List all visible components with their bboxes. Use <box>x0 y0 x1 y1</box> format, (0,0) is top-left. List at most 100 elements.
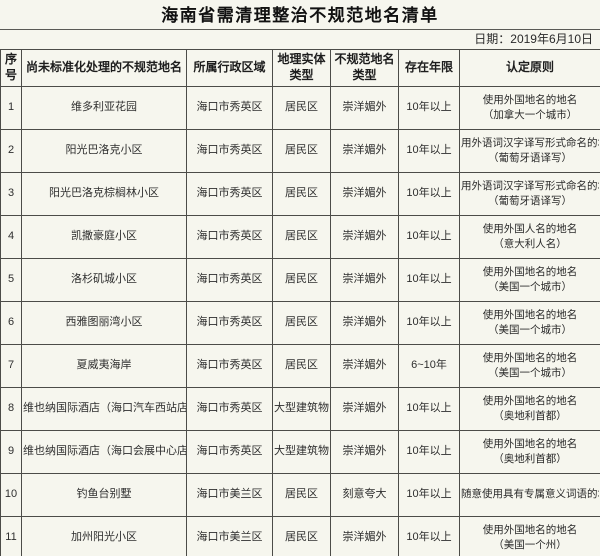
cell-nonstandard-name: 阳光巴洛克棕榈林小区 <box>21 172 187 216</box>
cell-years: 10年以上 <box>398 258 460 302</box>
cell-name-type: 崇洋媚外 <box>330 172 399 216</box>
cell-row-number: 1 <box>0 86 22 130</box>
cell-row-number: 2 <box>0 129 22 173</box>
cell-row-number: 6 <box>0 301 22 345</box>
cell-years: 6~10年 <box>398 344 460 388</box>
principle-line1: 使用外国地名的地名 <box>482 523 578 536</box>
cell-years: 10年以上 <box>398 516 460 556</box>
cell-region: 海口市秀英区 <box>186 172 273 216</box>
date-label: 日期：2019年6月10日 <box>474 32 593 46</box>
principle-line2: （奥地利首都） <box>493 410 567 422</box>
cell-region: 海口市秀英区 <box>186 387 273 431</box>
cell-years: 10年以上 <box>398 387 460 431</box>
cell-region: 海口市秀英区 <box>186 344 273 388</box>
cell-years: 10年以上 <box>398 172 460 216</box>
cell-row-number: 3 <box>0 172 22 216</box>
cell-region: 海口市秀英区 <box>186 215 273 259</box>
cell-nonstandard-name: 西雅图丽湾小区 <box>21 301 187 345</box>
cell-years: 10年以上 <box>398 215 460 259</box>
cell-entity-type: 居民区 <box>272 516 331 556</box>
cell-entity-type: 大型建筑物 <box>272 387 331 431</box>
cell-nonstandard-name: 维也纳国际酒店（海口汽车西站店） <box>21 387 187 431</box>
cell-entity-type: 居民区 <box>272 301 331 345</box>
table-row: 3 阳光巴洛克棕榈林小区 海口市秀英区 居民区 崇洋媚外 10年以上 用外语词汉… <box>0 172 600 216</box>
col-header-principle: 认定原则 <box>459 49 600 87</box>
cell-region: 海口市美兰区 <box>186 516 273 556</box>
cell-row-number: 7 <box>0 344 22 388</box>
cell-principle: 使用外国地名的地名 （美国一个州） <box>459 516 600 556</box>
page-title: 海南省需清理整治不规范地名清单 <box>0 0 600 30</box>
cell-region: 海口市秀英区 <box>186 258 273 302</box>
cell-name-type: 崇洋媚外 <box>330 430 399 474</box>
table-row: 4 凯撒豪庭小区 海口市秀英区 居民区 崇洋媚外 10年以上 使用外国人名的地名… <box>0 215 600 259</box>
principle-line1: 使用外国人名的地名 <box>482 222 578 235</box>
date-line: 日期：2019年6月10日 <box>0 30 600 49</box>
principle-line2: （意大利人名） <box>493 238 567 250</box>
col-header-index: 序号 <box>0 49 22 87</box>
table-row: 2 阳光巴洛克小区 海口市秀英区 居民区 崇洋媚外 10年以上 用外语词汉字译写… <box>0 129 600 173</box>
cell-nonstandard-name: 凯撒豪庭小区 <box>21 215 187 259</box>
table-row: 10 钓鱼台别墅 海口市美兰区 居民区 刻意夸大 10年以上 随意使用具有专属意… <box>0 473 600 517</box>
cell-principle: 使用外国地名的地名 （奥地利首都） <box>459 387 600 431</box>
table-body: 1 维多利亚花园 海口市秀英区 居民区 崇洋媚外 10年以上 使用外国地名的地名… <box>0 86 600 556</box>
cell-years: 10年以上 <box>398 129 460 173</box>
cell-row-number: 8 <box>0 387 22 431</box>
cell-entity-type: 居民区 <box>272 258 331 302</box>
cell-region: 海口市秀英区 <box>186 86 273 130</box>
principle-line2: （加拿大一个城市） <box>482 109 578 121</box>
cell-principle: 使用外国地名的地名 （美国一个城市） <box>459 258 600 302</box>
principle-line1: 使用外国地名的地名 <box>482 437 578 450</box>
cell-name-type: 崇洋媚外 <box>330 344 399 388</box>
cell-name-type: 崇洋媚外 <box>330 258 399 302</box>
principle-line1: 随意使用具有专属意义词语的地名 <box>461 488 599 501</box>
cell-region: 海口市秀英区 <box>186 430 273 474</box>
cell-name-type: 刻意夸大 <box>330 473 399 517</box>
cell-row-number: 5 <box>0 258 22 302</box>
table-row: 7 夏威夷海岸 海口市秀英区 居民区 崇洋媚外 6~10年 使用外国地名的地名 … <box>0 344 600 388</box>
cell-entity-type: 居民区 <box>272 129 331 173</box>
cell-principle: 用外语词汉字译写形式命名的地名 （葡萄牙语译写） <box>459 172 600 216</box>
col-header-years: 存在年限 <box>398 49 460 87</box>
cell-years: 10年以上 <box>398 301 460 345</box>
placenames-table: 序号 尚未标准化处理的不规范地名 所属行政区域 地理实体类型 不规范地名类型 存… <box>0 49 600 556</box>
principle-line2: （美国一个城市） <box>488 367 572 379</box>
cell-principle: 使用外国人名的地名 （意大利人名） <box>459 215 600 259</box>
cell-nonstandard-name: 维也纳国际酒店（海口会展中心店） <box>21 430 187 474</box>
cell-name-type: 崇洋媚外 <box>330 516 399 556</box>
cell-nonstandard-name: 加州阳光小区 <box>21 516 187 556</box>
principle-line2: （美国一个城市） <box>488 281 572 293</box>
cell-years: 10年以上 <box>398 473 460 517</box>
cell-entity-type: 居民区 <box>272 215 331 259</box>
cell-entity-type: 居民区 <box>272 473 331 517</box>
table-row: 11 加州阳光小区 海口市美兰区 居民区 崇洋媚外 10年以上 使用外国地名的地… <box>0 516 600 556</box>
cell-name-type: 崇洋媚外 <box>330 387 399 431</box>
principle-line1: 用外语词汉字译写形式命名的地名 <box>461 136 599 149</box>
cell-entity-type: 居民区 <box>272 86 331 130</box>
cell-years: 10年以上 <box>398 430 460 474</box>
cell-entity-type: 大型建筑物 <box>272 430 331 474</box>
cell-principle: 使用外国地名的地名 （美国一个城市） <box>459 301 600 345</box>
col-header-entity-type: 地理实体类型 <box>272 49 331 87</box>
principle-line1: 使用外国地名的地名 <box>482 394 578 407</box>
cell-nonstandard-name: 夏威夷海岸 <box>21 344 187 388</box>
cell-principle: 随意使用具有专属意义词语的地名 <box>459 473 600 517</box>
principle-line1: 使用外国地名的地名 <box>482 308 578 321</box>
cell-entity-type: 居民区 <box>272 172 331 216</box>
principle-line1: 使用外国地名的地名 <box>482 93 578 106</box>
cell-principle: 使用外国地名的地名 （奥地利首都） <box>459 430 600 474</box>
cell-entity-type: 居民区 <box>272 344 331 388</box>
cell-region: 海口市秀英区 <box>186 129 273 173</box>
principle-line2: （奥地利首都） <box>493 453 567 465</box>
principle-line2: （美国一个州） <box>493 539 567 551</box>
cell-nonstandard-name: 维多利亚花园 <box>21 86 187 130</box>
col-header-nonstd-name: 尚未标准化处理的不规范地名 <box>21 49 187 87</box>
principle-line1: 用外语词汉字译写形式命名的地名 <box>461 179 599 192</box>
cell-row-number: 4 <box>0 215 22 259</box>
table-header: 序号 尚未标准化处理的不规范地名 所属行政区域 地理实体类型 不规范地名类型 存… <box>0 49 600 87</box>
cell-name-type: 崇洋媚外 <box>330 129 399 173</box>
table-row: 9 维也纳国际酒店（海口会展中心店） 海口市秀英区 大型建筑物 崇洋媚外 10年… <box>0 430 600 474</box>
cell-region: 海口市美兰区 <box>186 473 273 517</box>
header-row: 序号 尚未标准化处理的不规范地名 所属行政区域 地理实体类型 不规范地名类型 存… <box>0 49 600 87</box>
table-row: 8 维也纳国际酒店（海口汽车西站店） 海口市秀英区 大型建筑物 崇洋媚外 10年… <box>0 387 600 431</box>
col-header-name-type: 不规范地名类型 <box>330 49 399 87</box>
